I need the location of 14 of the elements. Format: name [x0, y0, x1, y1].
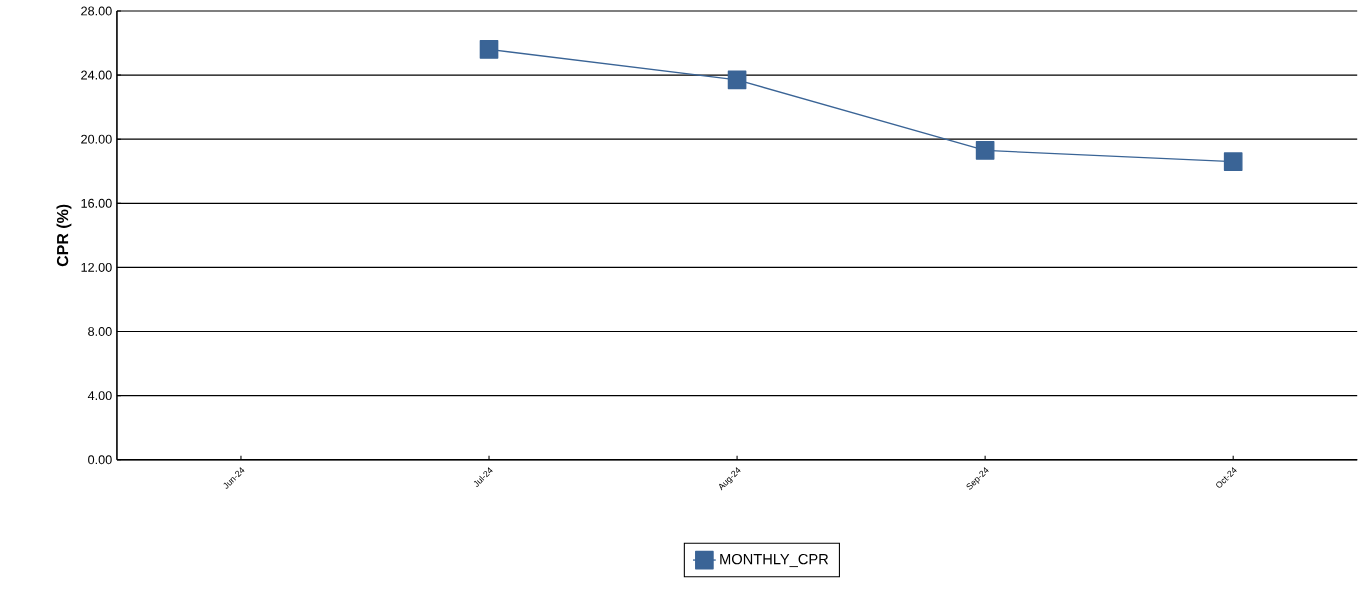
y-tick-label: 28.00: [81, 6, 112, 16]
point: [479, 40, 499, 59]
y-tick-label: 4.00: [87, 391, 112, 401]
point: [727, 70, 747, 90]
y-tick-label: 20.00: [81, 134, 112, 144]
y-tick-label: 12.00: [81, 263, 112, 273]
legend-label: MONTHLY_CPR: [720, 554, 829, 568]
y-tick-label: 0.00: [88, 455, 112, 465]
y-axis-title: CPR (%): [56, 204, 72, 267]
y-tick-label: 8.00: [88, 327, 112, 337]
point: [975, 141, 995, 160]
point: [1223, 152, 1243, 172]
y-tick-label: 24.00: [81, 70, 112, 80]
y-tick-label: 16.00: [81, 198, 112, 208]
